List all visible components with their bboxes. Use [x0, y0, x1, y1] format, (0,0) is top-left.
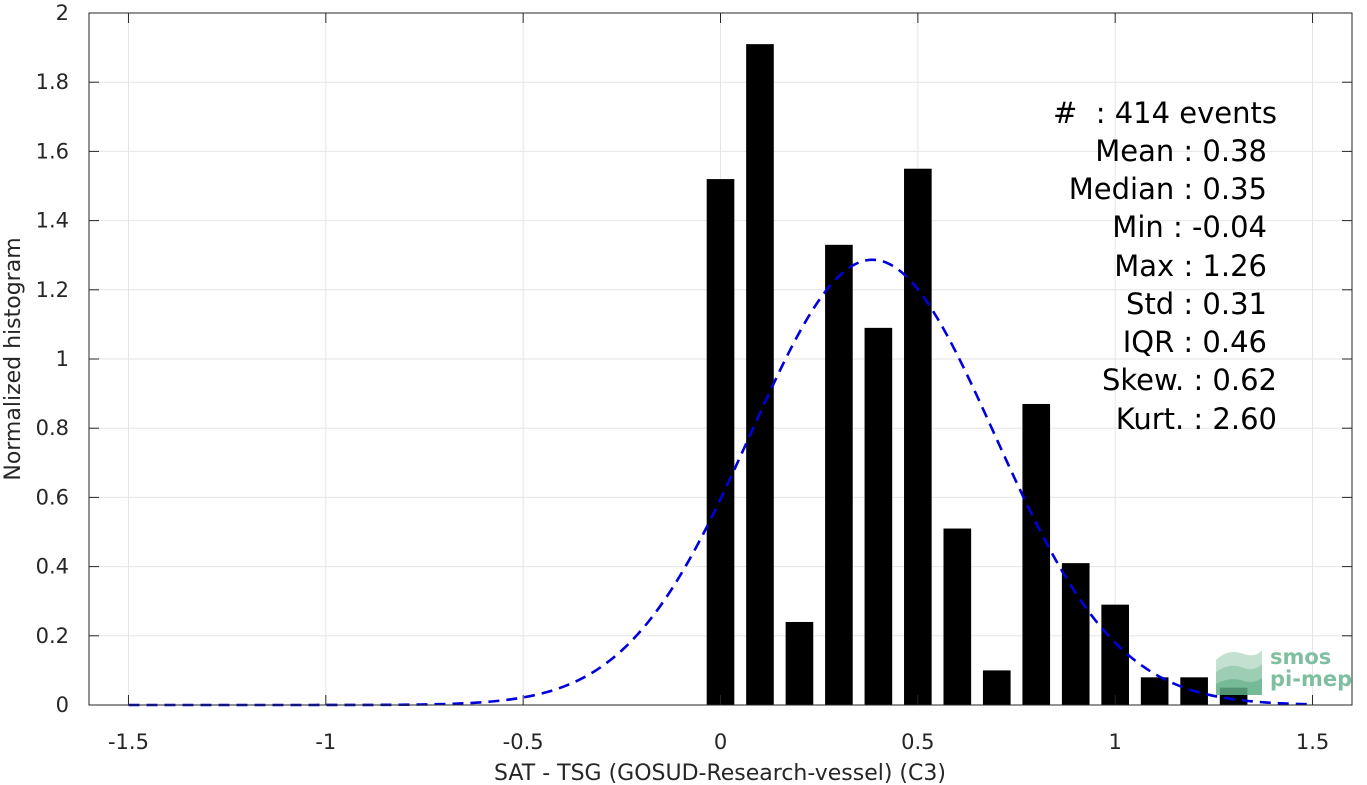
- histogram-bar: [706, 179, 735, 705]
- histogram-bar: [1140, 677, 1169, 705]
- y-tick-label: 1.4: [36, 209, 69, 233]
- histogram-bar: [1022, 403, 1051, 705]
- x-axis-title: SAT - TSG (GOSUD-Research-vessel) (C3): [494, 761, 946, 785]
- statistics-box: # : 414 events Mean : 0.38 Median : 0.35…: [1053, 96, 1277, 436]
- logo-text-smos: smos: [1270, 645, 1331, 669]
- histogram-bar: [785, 621, 814, 705]
- y-axis-title: Normalized histogram: [1, 237, 26, 480]
- axes: [88, 12, 1353, 706]
- x-tick-label: -1.5: [108, 730, 149, 754]
- histogram-bar: [1101, 604, 1130, 705]
- y-tick-label: 1.6: [36, 139, 69, 163]
- x-tick-label: 0.5: [901, 730, 934, 754]
- y-tick-label: 0.8: [36, 416, 69, 440]
- y-tick-label: 0.6: [36, 485, 69, 509]
- smos-pi-mep-logo: smos pi-mep: [1216, 645, 1352, 695]
- x-tick-label: -1: [315, 730, 336, 754]
- stat-median: Median : 0.35: [1069, 172, 1267, 206]
- y-tick-label: 1: [56, 347, 69, 371]
- histogram-bar: [943, 528, 972, 705]
- histogram-bar: [825, 244, 853, 705]
- histogram-bar: [982, 670, 1011, 705]
- stat-kurt: Kurt. : 2.60: [1116, 402, 1277, 436]
- logo-text-pi-mep: pi-mep: [1270, 667, 1352, 691]
- x-tick-label: 1: [1109, 730, 1122, 754]
- histogram-bar: [864, 327, 893, 705]
- y-tick-label: 2: [56, 1, 69, 25]
- y-tick-label: 1.8: [36, 70, 69, 94]
- histogram-bar: [746, 44, 774, 705]
- gaussian-fit-curve: [128, 258, 1313, 707]
- histogram-bar: [1061, 563, 1090, 705]
- x-tick-labels: -1.5 -1 -0.5 0 0.5 1 1.5: [108, 730, 1329, 754]
- y-tick-labels: 0 0.2 0.4 0.6 0.8 1 1.2 1.4 1.6 1.8 2: [36, 1, 69, 717]
- stat-min: Min : -0.04: [1112, 210, 1267, 244]
- y-tick-label: 0.4: [36, 555, 69, 579]
- y-tick-label: 1.2: [36, 278, 69, 302]
- logo-wave-icon: [1216, 650, 1262, 695]
- histogram-bars: [706, 44, 1248, 705]
- x-tick-label: 0: [714, 730, 727, 754]
- histogram-bar: [904, 168, 932, 705]
- stat-events: # : 414 events: [1053, 96, 1277, 130]
- y-tick-label: 0.2: [36, 624, 69, 648]
- x-tick-label: -0.5: [503, 730, 544, 754]
- y-tick-label: 0: [56, 693, 69, 717]
- stat-std: Std : 0.31: [1126, 287, 1267, 321]
- stat-mean: Mean : 0.38: [1095, 134, 1267, 168]
- x-tick-label: 1.5: [1296, 730, 1329, 754]
- stat-skew: Skew. : 0.62: [1102, 363, 1277, 397]
- stat-max: Max : 1.26: [1114, 249, 1267, 283]
- stat-iqr: IQR : 0.46: [1123, 325, 1267, 359]
